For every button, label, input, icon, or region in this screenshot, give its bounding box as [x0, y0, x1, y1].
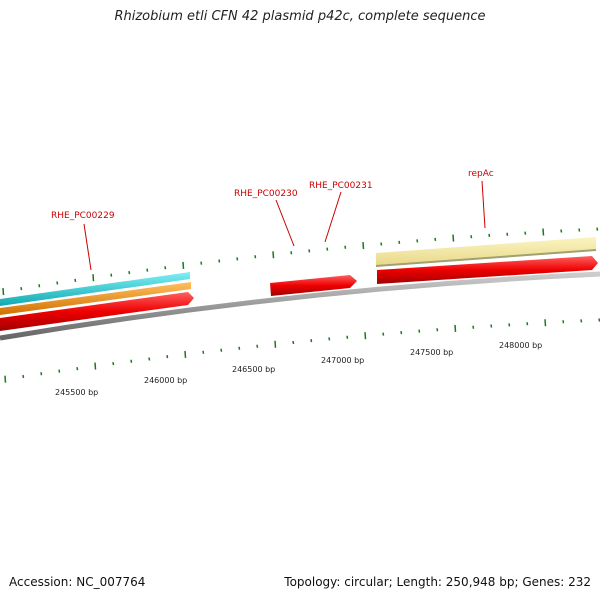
minor-tick	[218, 259, 221, 263]
minor-tick	[166, 355, 169, 359]
minor-tick	[400, 330, 403, 335]
cyan-feature[interactable]	[0, 272, 190, 306]
minor-tick	[524, 231, 527, 235]
minor-tick	[488, 233, 491, 238]
major-tick	[2, 287, 5, 296]
major-tick	[184, 350, 187, 359]
major-tick	[362, 242, 365, 250]
major-tick	[94, 362, 97, 370]
minor-tick	[326, 247, 329, 251]
minor-tick	[344, 245, 347, 249]
minor-tick	[310, 339, 313, 343]
minor-tick	[130, 359, 133, 363]
minor-tick	[292, 340, 295, 345]
minor-tick	[76, 366, 79, 371]
minor-tick	[56, 281, 59, 285]
minor-tick	[20, 287, 23, 291]
scale-label-248000: 248000 bp	[499, 341, 542, 350]
minor-tick	[526, 322, 529, 326]
minor-tick	[562, 320, 565, 324]
map-title: Rhizobium etli CFN 42 plasmid p42c, comp…	[114, 9, 486, 24]
scale-tick-track	[4, 318, 600, 383]
scale-label-246000: 246000 bp	[144, 376, 187, 385]
minor-tick	[128, 270, 131, 275]
leader-rhe-pc00230	[275, 199, 295, 247]
upper-tick-track	[2, 227, 599, 296]
major-tick	[452, 234, 455, 242]
minor-tick	[236, 257, 239, 261]
leader-rhe-pc00229	[83, 223, 92, 271]
minor-tick	[508, 323, 511, 327]
major-tick	[4, 375, 7, 383]
minor-tick	[308, 249, 311, 253]
minor-tick	[146, 268, 149, 272]
minor-tick	[598, 318, 600, 322]
minor-tick	[560, 229, 563, 233]
orange-feature[interactable]	[0, 282, 191, 315]
minor-tick	[418, 329, 421, 333]
minor-tick	[380, 242, 383, 246]
minor-tick	[506, 232, 509, 236]
gene-repac[interactable]	[376, 237, 596, 266]
gene-repac-underline	[375, 249, 597, 267]
minor-tick	[328, 337, 331, 341]
major-tick	[542, 228, 545, 236]
minor-tick	[38, 284, 41, 288]
cds-arrow-repac[interactable]	[377, 256, 598, 284]
minor-tick	[416, 239, 419, 243]
scale-label-245500: 245500 bp	[55, 388, 98, 397]
major-tick	[272, 251, 275, 259]
minor-tick	[110, 273, 113, 277]
minor-tick	[238, 346, 241, 350]
accession-text: Accession: NC_007764	[9, 575, 146, 589]
scale-label-247500: 247500 bp	[410, 348, 453, 357]
leader-rhe-pc00231	[324, 191, 342, 243]
major-tick	[544, 319, 547, 327]
minor-tick	[22, 374, 25, 379]
minor-tick	[254, 255, 257, 259]
minor-tick	[436, 328, 439, 332]
minor-tick	[200, 261, 203, 265]
minor-tick	[112, 362, 115, 366]
minor-tick	[290, 251, 293, 255]
summary-text: Topology: circular; Length: 250,948 bp; …	[284, 575, 591, 589]
major-tick	[274, 340, 277, 348]
cds-arrow-rhe-pc00230[interactable]	[270, 275, 357, 296]
gene-label-rhe-pc00230[interactable]: RHE_PC00230	[234, 189, 298, 199]
gene-label-rhe-pc00231[interactable]: RHE_PC00231	[309, 181, 373, 191]
minor-tick	[220, 348, 223, 352]
minor-tick	[164, 266, 167, 270]
minor-tick	[148, 357, 151, 361]
genome-backbone	[0, 271, 600, 341]
major-tick	[364, 332, 367, 340]
minor-tick	[578, 228, 581, 232]
minor-tick	[470, 235, 473, 239]
minor-tick	[58, 369, 61, 373]
minor-tick	[382, 332, 385, 336]
scale-label-247000: 247000 bp	[321, 356, 364, 365]
gene-label-rhe-pc00229[interactable]: RHE_PC00229	[51, 211, 115, 221]
minor-tick	[74, 278, 77, 282]
gene-label-repac[interactable]: repAc	[468, 169, 494, 179]
minor-tick	[202, 350, 205, 354]
major-tick	[92, 274, 95, 282]
minor-tick	[434, 237, 437, 242]
minor-tick	[580, 319, 583, 323]
leader-repac	[481, 180, 486, 229]
minor-tick	[490, 324, 493, 328]
minor-tick	[256, 344, 259, 348]
minor-tick	[472, 325, 475, 329]
minor-tick	[596, 227, 599, 231]
cds-arrow-rhe-pc00229[interactable]	[0, 292, 194, 331]
major-tick	[454, 324, 457, 333]
scale-label-246500: 246500 bp	[232, 365, 275, 374]
minor-tick	[346, 335, 349, 339]
minor-tick	[40, 372, 43, 376]
major-tick	[182, 261, 185, 269]
minor-tick	[398, 240, 401, 245]
